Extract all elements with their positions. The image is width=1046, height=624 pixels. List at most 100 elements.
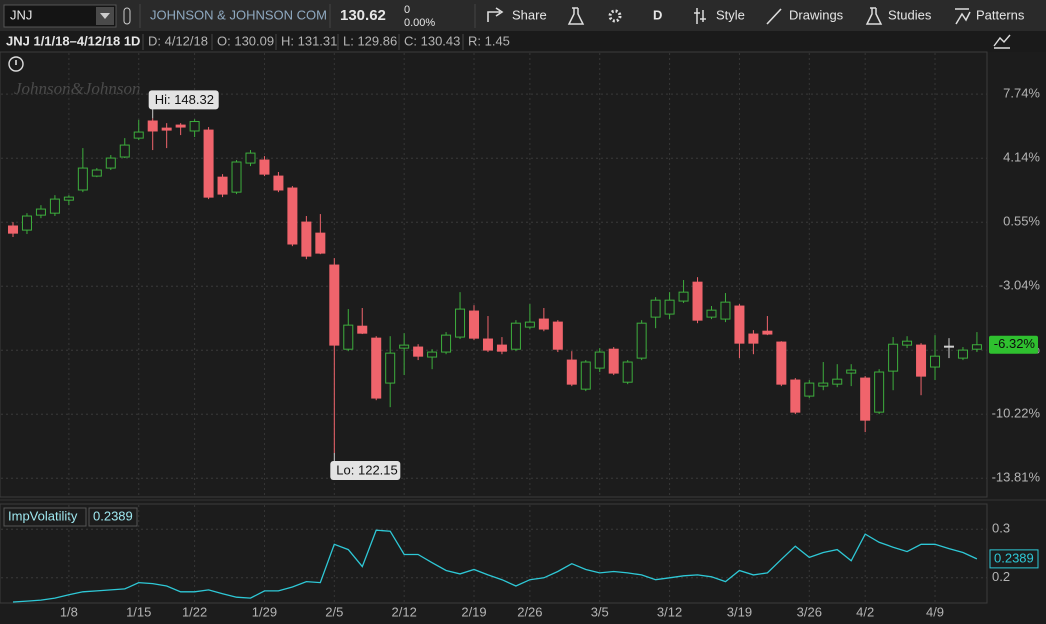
candle-body	[8, 225, 18, 234]
candle-body	[413, 346, 424, 357]
candle-body	[343, 324, 354, 350]
price-panel	[0, 51, 988, 498]
studies-icon[interactable]	[865, 7, 883, 25]
candle-body	[971, 344, 982, 350]
button[interactable]: Studies	[888, 7, 932, 22]
candle-body	[245, 152, 256, 164]
candle-body	[622, 361, 633, 383]
x-tick-label: 4/9	[926, 604, 944, 619]
flask-icon[interactable]	[567, 7, 585, 25]
candle-body	[231, 161, 242, 193]
change: 0	[404, 4, 410, 16]
candle-body	[35, 208, 46, 216]
share-icon[interactable]	[487, 7, 504, 22]
candle-body	[482, 338, 493, 351]
x-tick-label: 4/2	[856, 604, 874, 619]
watermark: Johnson&Johnson	[14, 79, 141, 98]
info-bar	[0, 31, 1046, 52]
patterns-icon[interactable]	[955, 8, 971, 25]
chart-icon[interactable]	[993, 34, 1011, 49]
button[interactable]: Style	[716, 7, 745, 22]
info-field: R: 1.45	[468, 33, 510, 48]
study-title: ImpVolatility	[8, 508, 78, 523]
candle-body	[91, 169, 102, 177]
candle-body	[608, 348, 619, 374]
candle-body	[399, 344, 410, 349]
candle-body	[441, 334, 452, 353]
link-icon[interactable]	[123, 7, 131, 25]
button[interactable]: Drawings	[789, 7, 844, 22]
candle-body	[273, 175, 284, 191]
button[interactable]: Patterns	[976, 7, 1025, 22]
info-field: H: 131.31	[281, 33, 337, 48]
candle-body	[147, 120, 158, 132]
candle-body	[818, 382, 829, 387]
study-value: 0.2389	[93, 508, 133, 523]
candle-body	[943, 345, 954, 348]
info-field: O: 130.09	[217, 33, 274, 48]
candle-body	[49, 198, 60, 214]
candle-body	[105, 157, 116, 169]
change-pct: 0.00%	[404, 17, 435, 29]
candle-body	[636, 322, 647, 359]
candle-body	[301, 221, 312, 257]
candle-body	[133, 131, 144, 139]
candle-body	[259, 159, 270, 175]
drawings-icon[interactable]	[766, 8, 782, 25]
last-price-label: -6.32%	[994, 336, 1036, 351]
y-tick-label: 0.55%	[1003, 214, 1040, 229]
x-tick-label: 3/5	[591, 604, 609, 619]
candle-body	[287, 187, 298, 245]
x-tick-label: 2/19	[461, 604, 486, 619]
button[interactable]: Share	[512, 7, 547, 22]
candle-body	[455, 308, 466, 338]
candle-body	[846, 369, 857, 374]
last-price-badge	[989, 335, 1038, 354]
candle-body	[776, 341, 787, 385]
x-tick-label: 2/5	[325, 604, 343, 619]
candle-body	[329, 264, 340, 346]
candle-body	[692, 281, 703, 321]
candle-body	[832, 378, 843, 385]
annotation-box	[148, 90, 219, 110]
annotation: Lo: 122.15	[336, 462, 397, 477]
company-name: JOHNSON & JOHNSON COM	[150, 7, 327, 22]
candle-body	[566, 359, 577, 385]
x-tick-label: 3/19	[727, 604, 752, 619]
candle-body	[161, 127, 172, 131]
candle-body	[510, 322, 521, 350]
gear-icon[interactable]	[608, 9, 622, 23]
candle-body	[217, 176, 228, 195]
symbol-box[interactable]	[3, 4, 117, 28]
candle-body	[762, 330, 773, 335]
y-tick-label: 0.3	[992, 521, 1010, 536]
symbol[interactable]: JNJ	[10, 7, 32, 22]
candle-body	[874, 371, 885, 413]
candle-body	[902, 340, 913, 346]
iv-panel	[0, 503, 988, 604]
x-tick-label: 1/8	[60, 604, 78, 619]
candle-body	[916, 344, 927, 377]
y-tick-label: -13.81%	[992, 470, 1041, 485]
dropdown-arrow	[100, 13, 110, 19]
candle-body	[580, 361, 591, 390]
candle-body	[734, 305, 745, 344]
candle-body	[427, 351, 438, 358]
candle-body	[552, 321, 563, 350]
alert-icon[interactable]	[8, 56, 24, 72]
x-tick-label: 1/22	[182, 604, 207, 619]
x-tick-label: 1/15	[126, 604, 151, 619]
iv-badge	[989, 549, 1039, 569]
candle-body	[678, 291, 689, 302]
iv-line	[12, 529, 978, 603]
study-value-box	[88, 507, 138, 527]
candle-body	[315, 232, 326, 254]
x-tick-label: 3/26	[797, 604, 822, 619]
style-icon[interactable]	[694, 8, 706, 24]
candle-body	[77, 167, 88, 191]
y-tick-label: 4.14%	[1003, 150, 1040, 165]
button[interactable]: D	[653, 7, 662, 22]
candle-body	[538, 318, 549, 330]
x-tick-label: 3/12	[657, 604, 682, 619]
